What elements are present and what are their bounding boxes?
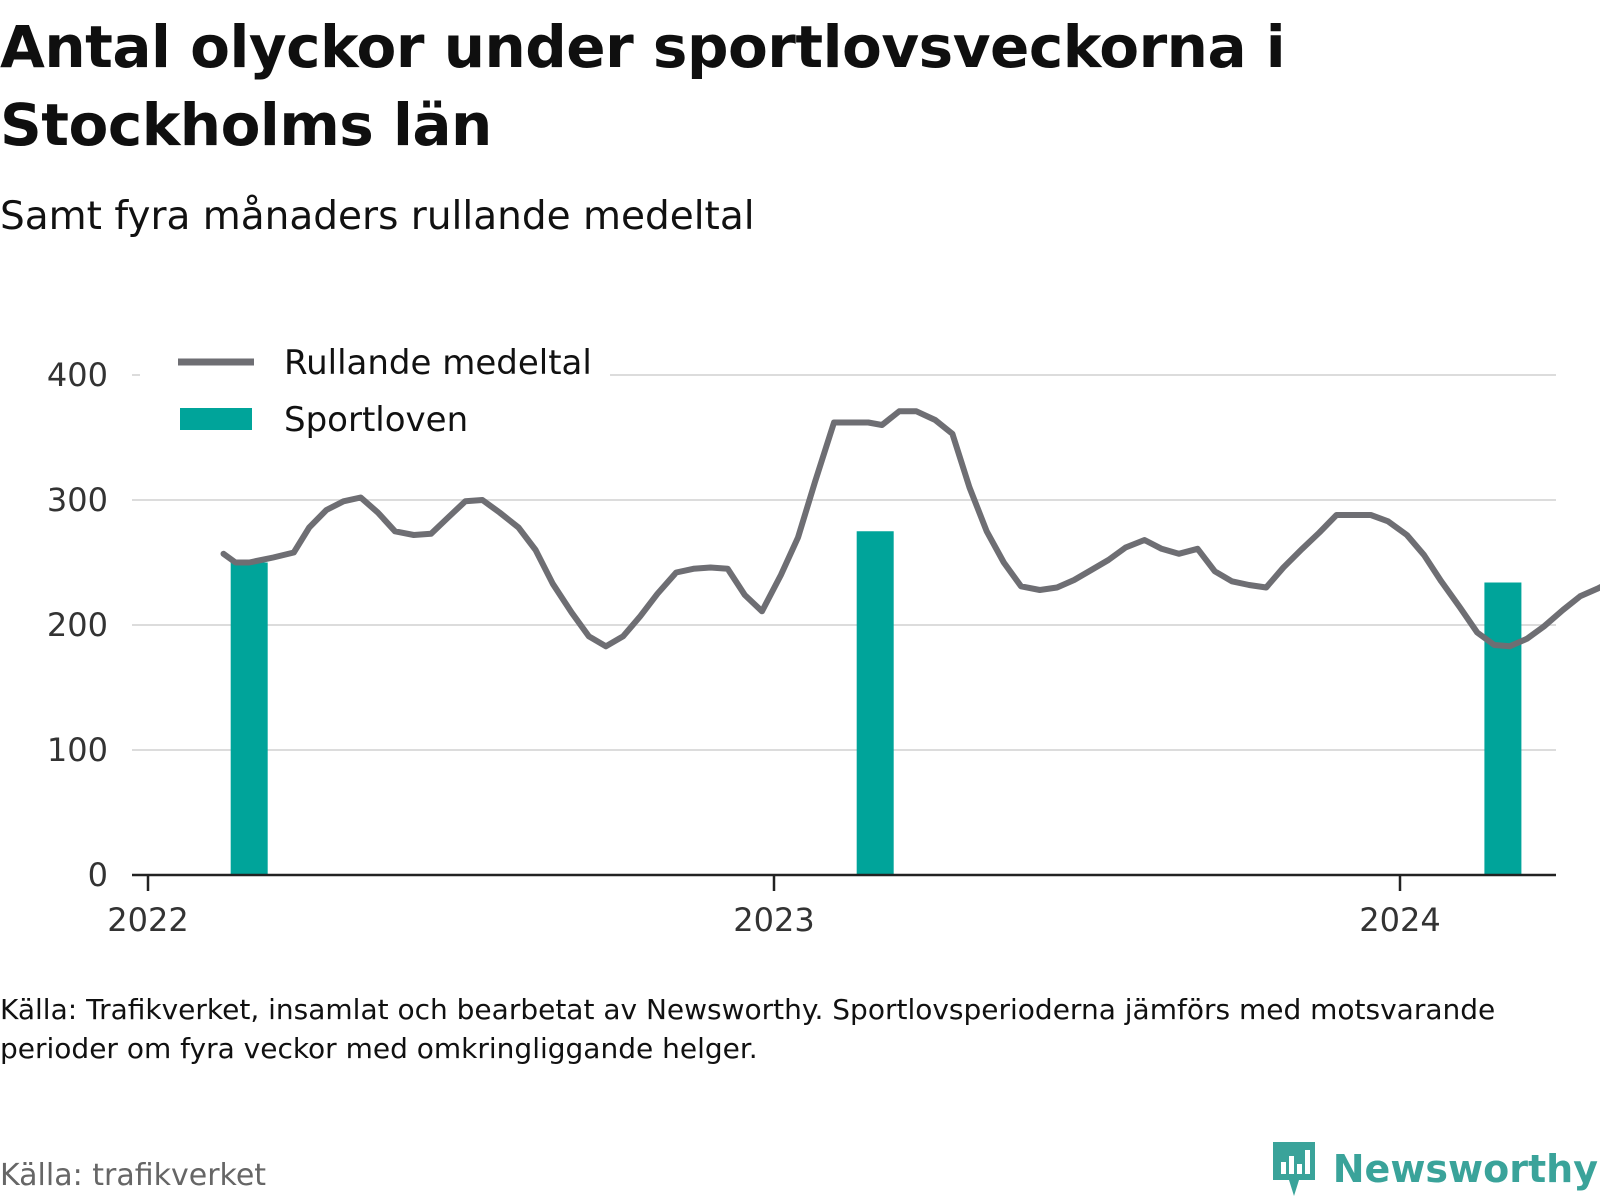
x-tick-label-2024: 2024 <box>1359 901 1440 939</box>
y-tick-label-300: 300 <box>47 481 108 519</box>
footer-source: Källa: trafikverket <box>0 1158 267 1193</box>
rolling-average-line <box>220 408 1600 650</box>
y-tick-label-400: 400 <box>47 356 108 394</box>
legend-label-sportloven: Sportloven <box>284 400 468 440</box>
brand-name: Newsworthy <box>1332 1147 1598 1191</box>
legend: Rullande medeltal Sportloven <box>140 330 610 460</box>
line-series <box>220 408 1600 650</box>
x-tick-label-2022: 2022 <box>107 901 188 939</box>
legend-background <box>140 330 610 460</box>
legend-label-rullande-medeltal: Rullande medeltal <box>284 343 592 383</box>
y-tick-label-100: 100 <box>47 731 108 769</box>
y-tick-label-200: 200 <box>47 606 108 644</box>
source-note: Källa: Trafikverket, insamlat och bearbe… <box>0 993 1496 1065</box>
x-axis <box>132 873 1556 891</box>
chart: 0 100 200 300 400 2022 2023 2024 Rullande mede… <box>47 330 1600 939</box>
sportlov-bar-1 <box>230 562 268 875</box>
brand[interactable]: Newsworthy <box>1269 1140 1598 1198</box>
chart-subtitle: Samt fyra månaders rullande medeltal <box>0 194 755 239</box>
sportlov-bar-3 <box>1484 582 1522 875</box>
y-axis-labels: 0 100 200 300 400 <box>47 356 108 894</box>
y-tick-label-0: 0 <box>88 856 108 894</box>
legend-bar-swatch <box>180 408 252 430</box>
sportlov-bar-2 <box>856 531 894 875</box>
newsworthy-logo-icon <box>1272 1142 1315 1196</box>
x-tick-label-2023: 2023 <box>733 901 814 939</box>
bars <box>230 531 1522 875</box>
chart-title: Antal olyckor under sportlovsveckorna i … <box>0 13 1286 159</box>
x-axis-labels: 2022 2023 2024 <box>107 901 1440 939</box>
